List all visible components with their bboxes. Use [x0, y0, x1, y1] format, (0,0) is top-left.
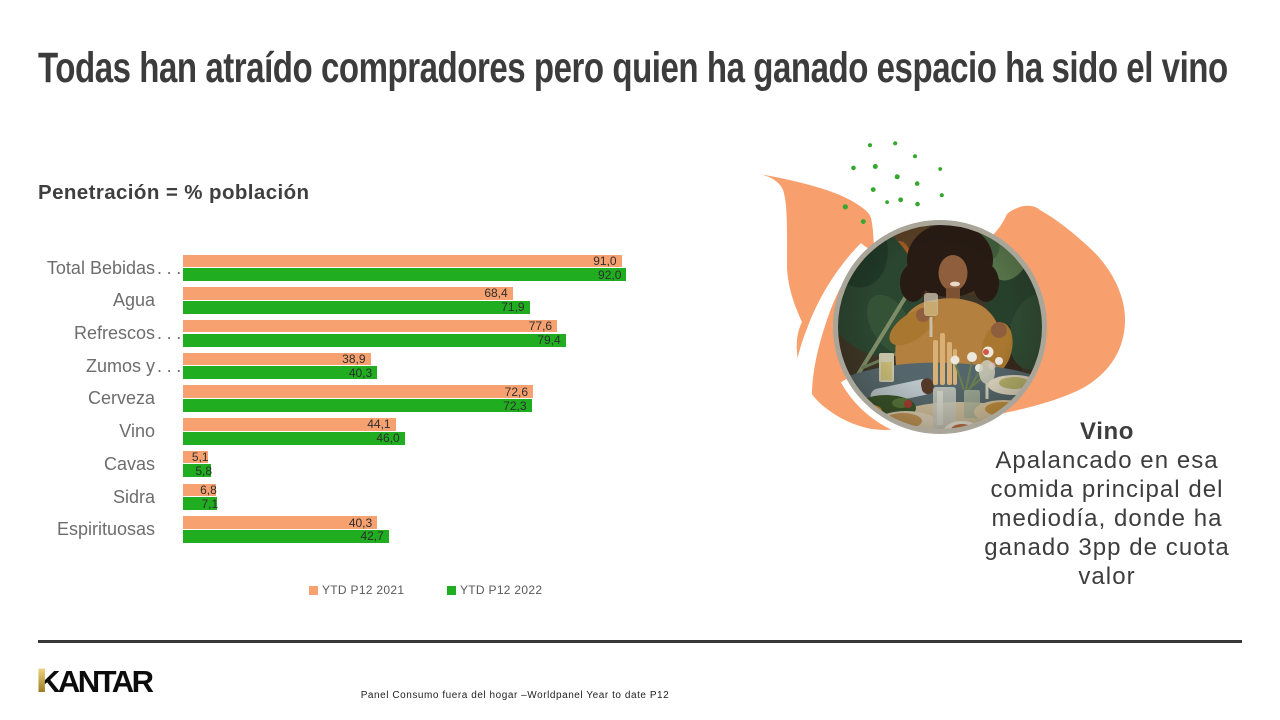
svg-text:KANTAR: KANTAR: [38, 664, 154, 698]
